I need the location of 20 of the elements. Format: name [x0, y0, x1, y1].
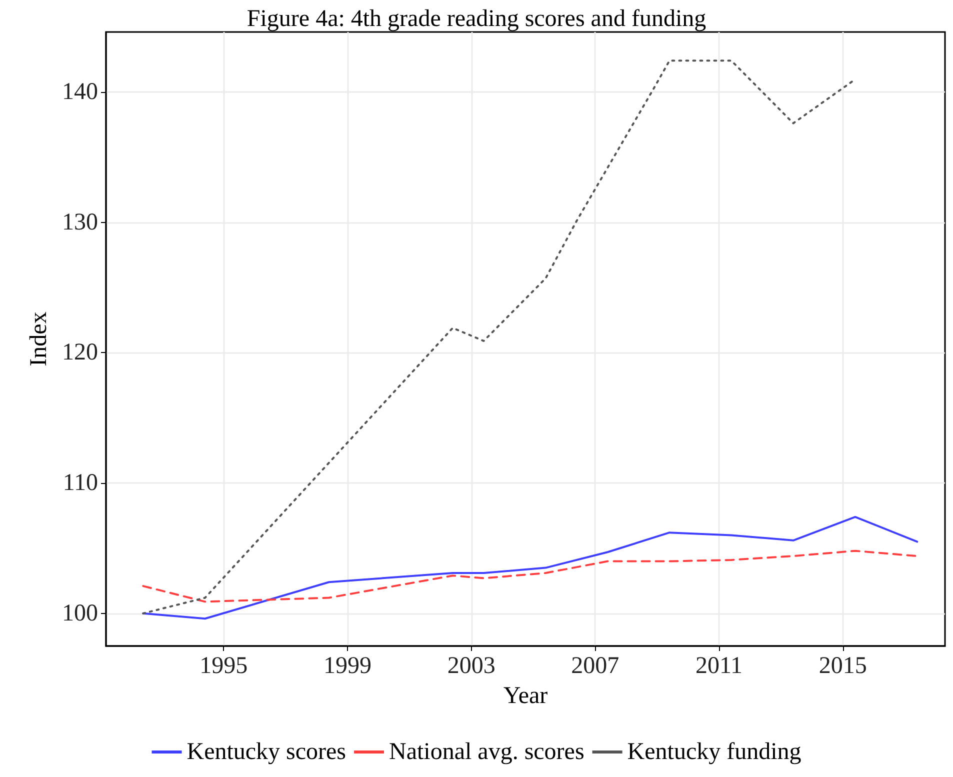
- y-tick-label: 140: [62, 78, 98, 105]
- legend-label: National avg. scores: [389, 739, 584, 765]
- x-tick-label: 2003: [447, 653, 496, 679]
- x-tick-label: 1995: [200, 653, 248, 679]
- x-tick-label: 2011: [695, 653, 743, 679]
- y-tick-label: 120: [62, 340, 98, 366]
- x-tick-label: 2007: [571, 653, 620, 679]
- x-tick-label: 2015: [818, 653, 867, 679]
- line-series: [142, 550, 918, 603]
- line-series: [142, 60, 854, 614]
- legend-label: Kentucky funding: [627, 739, 802, 765]
- y-tick-label: 100: [62, 600, 98, 626]
- line-series: [142, 516, 918, 620]
- x-axis-title: Year: [503, 683, 548, 709]
- x-tick-label: 1999: [323, 653, 372, 679]
- chart-title: Figure 4a: 4th grade reading scores and funding: [246, 6, 706, 32]
- y-tick-label: 130: [62, 209, 98, 236]
- y-axis-title: Index: [26, 312, 52, 366]
- y-tick-label: 110: [62, 470, 98, 496]
- legend-label: Kentucky scores: [186, 739, 346, 765]
